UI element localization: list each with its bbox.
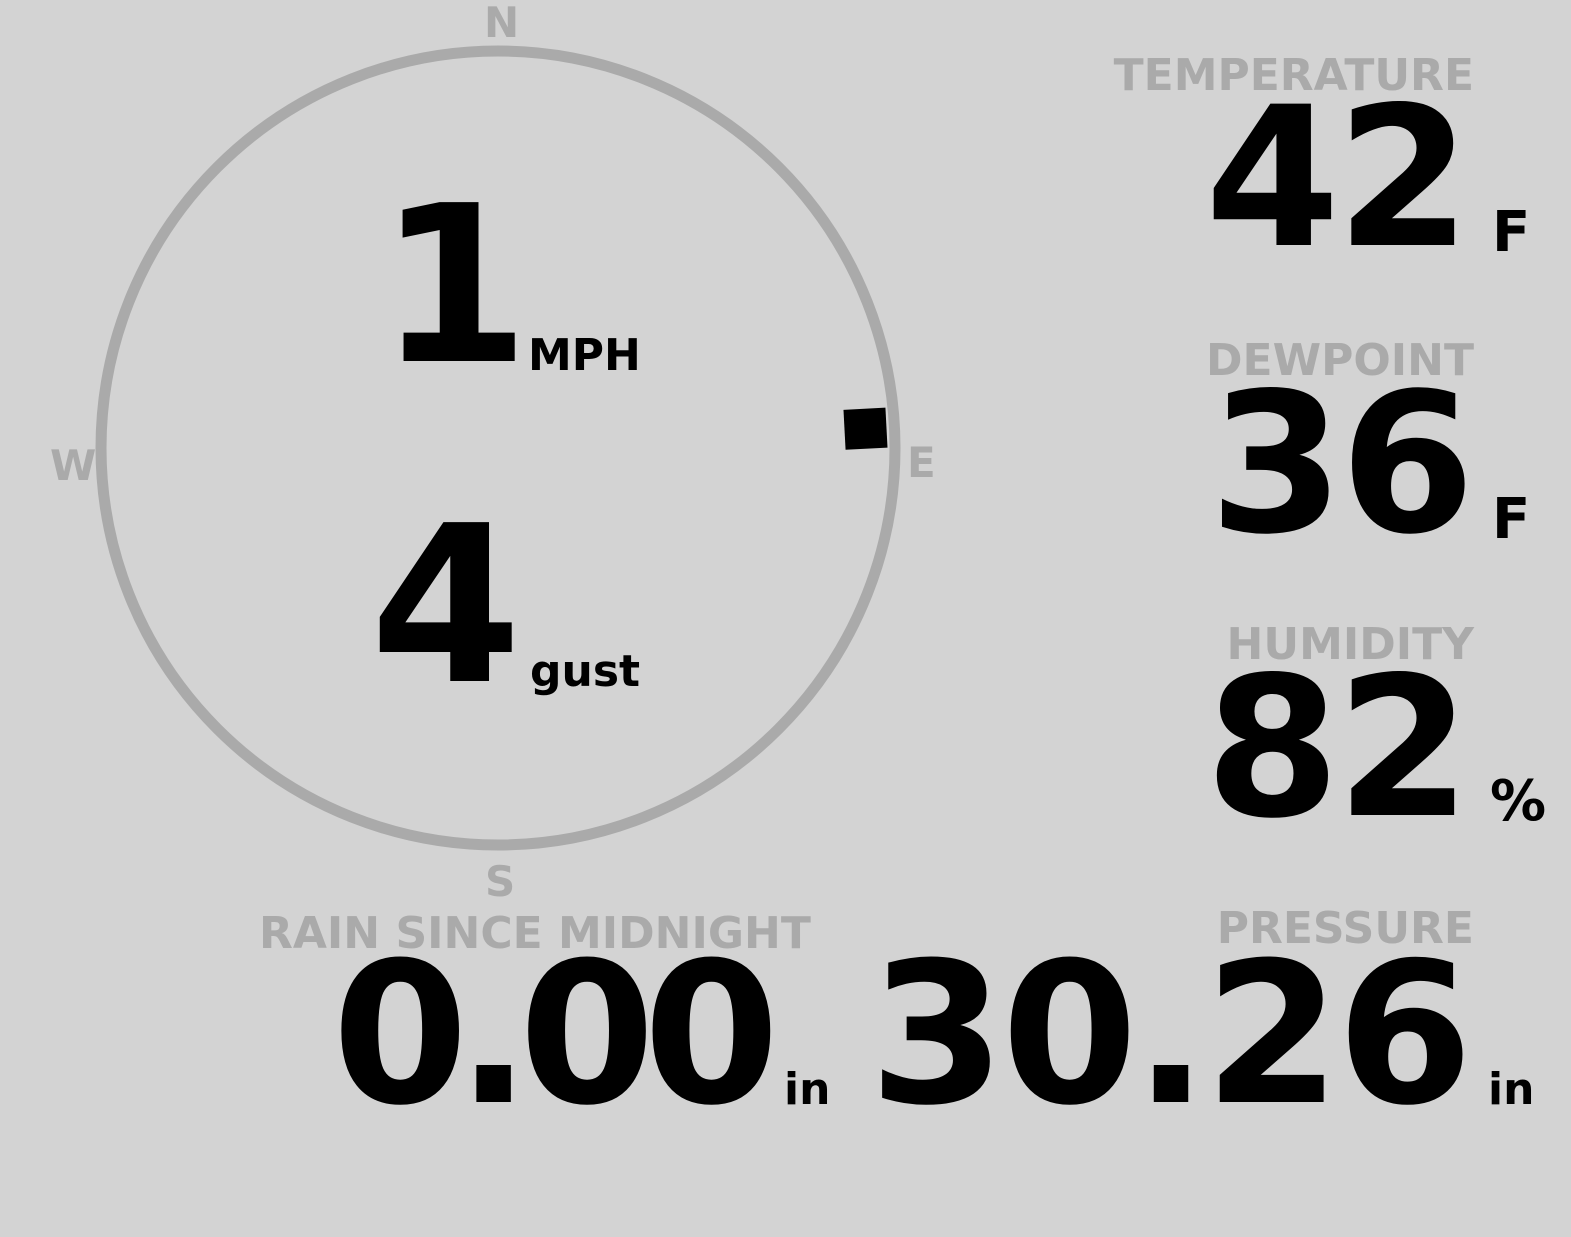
humidity-label: HUMIDITY xyxy=(1226,619,1474,670)
rain-label: RAIN SINCE MIDNIGHT xyxy=(259,908,811,959)
compass-west: W xyxy=(50,441,97,490)
wind-gust: 4 xyxy=(370,480,522,733)
compass-north: N xyxy=(484,0,520,47)
temperature-value: 42 xyxy=(1205,65,1471,291)
dewpoint-value: 36 xyxy=(1209,351,1475,577)
compass-east: E xyxy=(907,438,936,487)
pressure-unit: in xyxy=(1488,1064,1535,1115)
wind-speed-unit: MPH xyxy=(528,330,641,381)
rain-value: 0.00 xyxy=(332,921,780,1149)
humidity-unit: % xyxy=(1490,769,1547,834)
dewpoint-label: DEWPOINT xyxy=(1206,335,1474,386)
humidity-value: 82 xyxy=(1205,635,1471,861)
wind-speed: 1 xyxy=(378,160,530,413)
wind-direction-marker xyxy=(843,407,888,450)
dewpoint-unit: F xyxy=(1492,487,1531,552)
compass-ring xyxy=(95,45,901,851)
temperature-unit: F xyxy=(1492,200,1531,265)
compass-south: S xyxy=(485,857,516,906)
temperature-label: TEMPERATURE xyxy=(1113,50,1474,101)
pressure-value: 30.26 xyxy=(869,921,1473,1149)
wind-gust-label: gust xyxy=(530,646,641,697)
pressure-label: PRESSURE xyxy=(1216,903,1474,954)
rain-unit: in xyxy=(784,1064,831,1115)
